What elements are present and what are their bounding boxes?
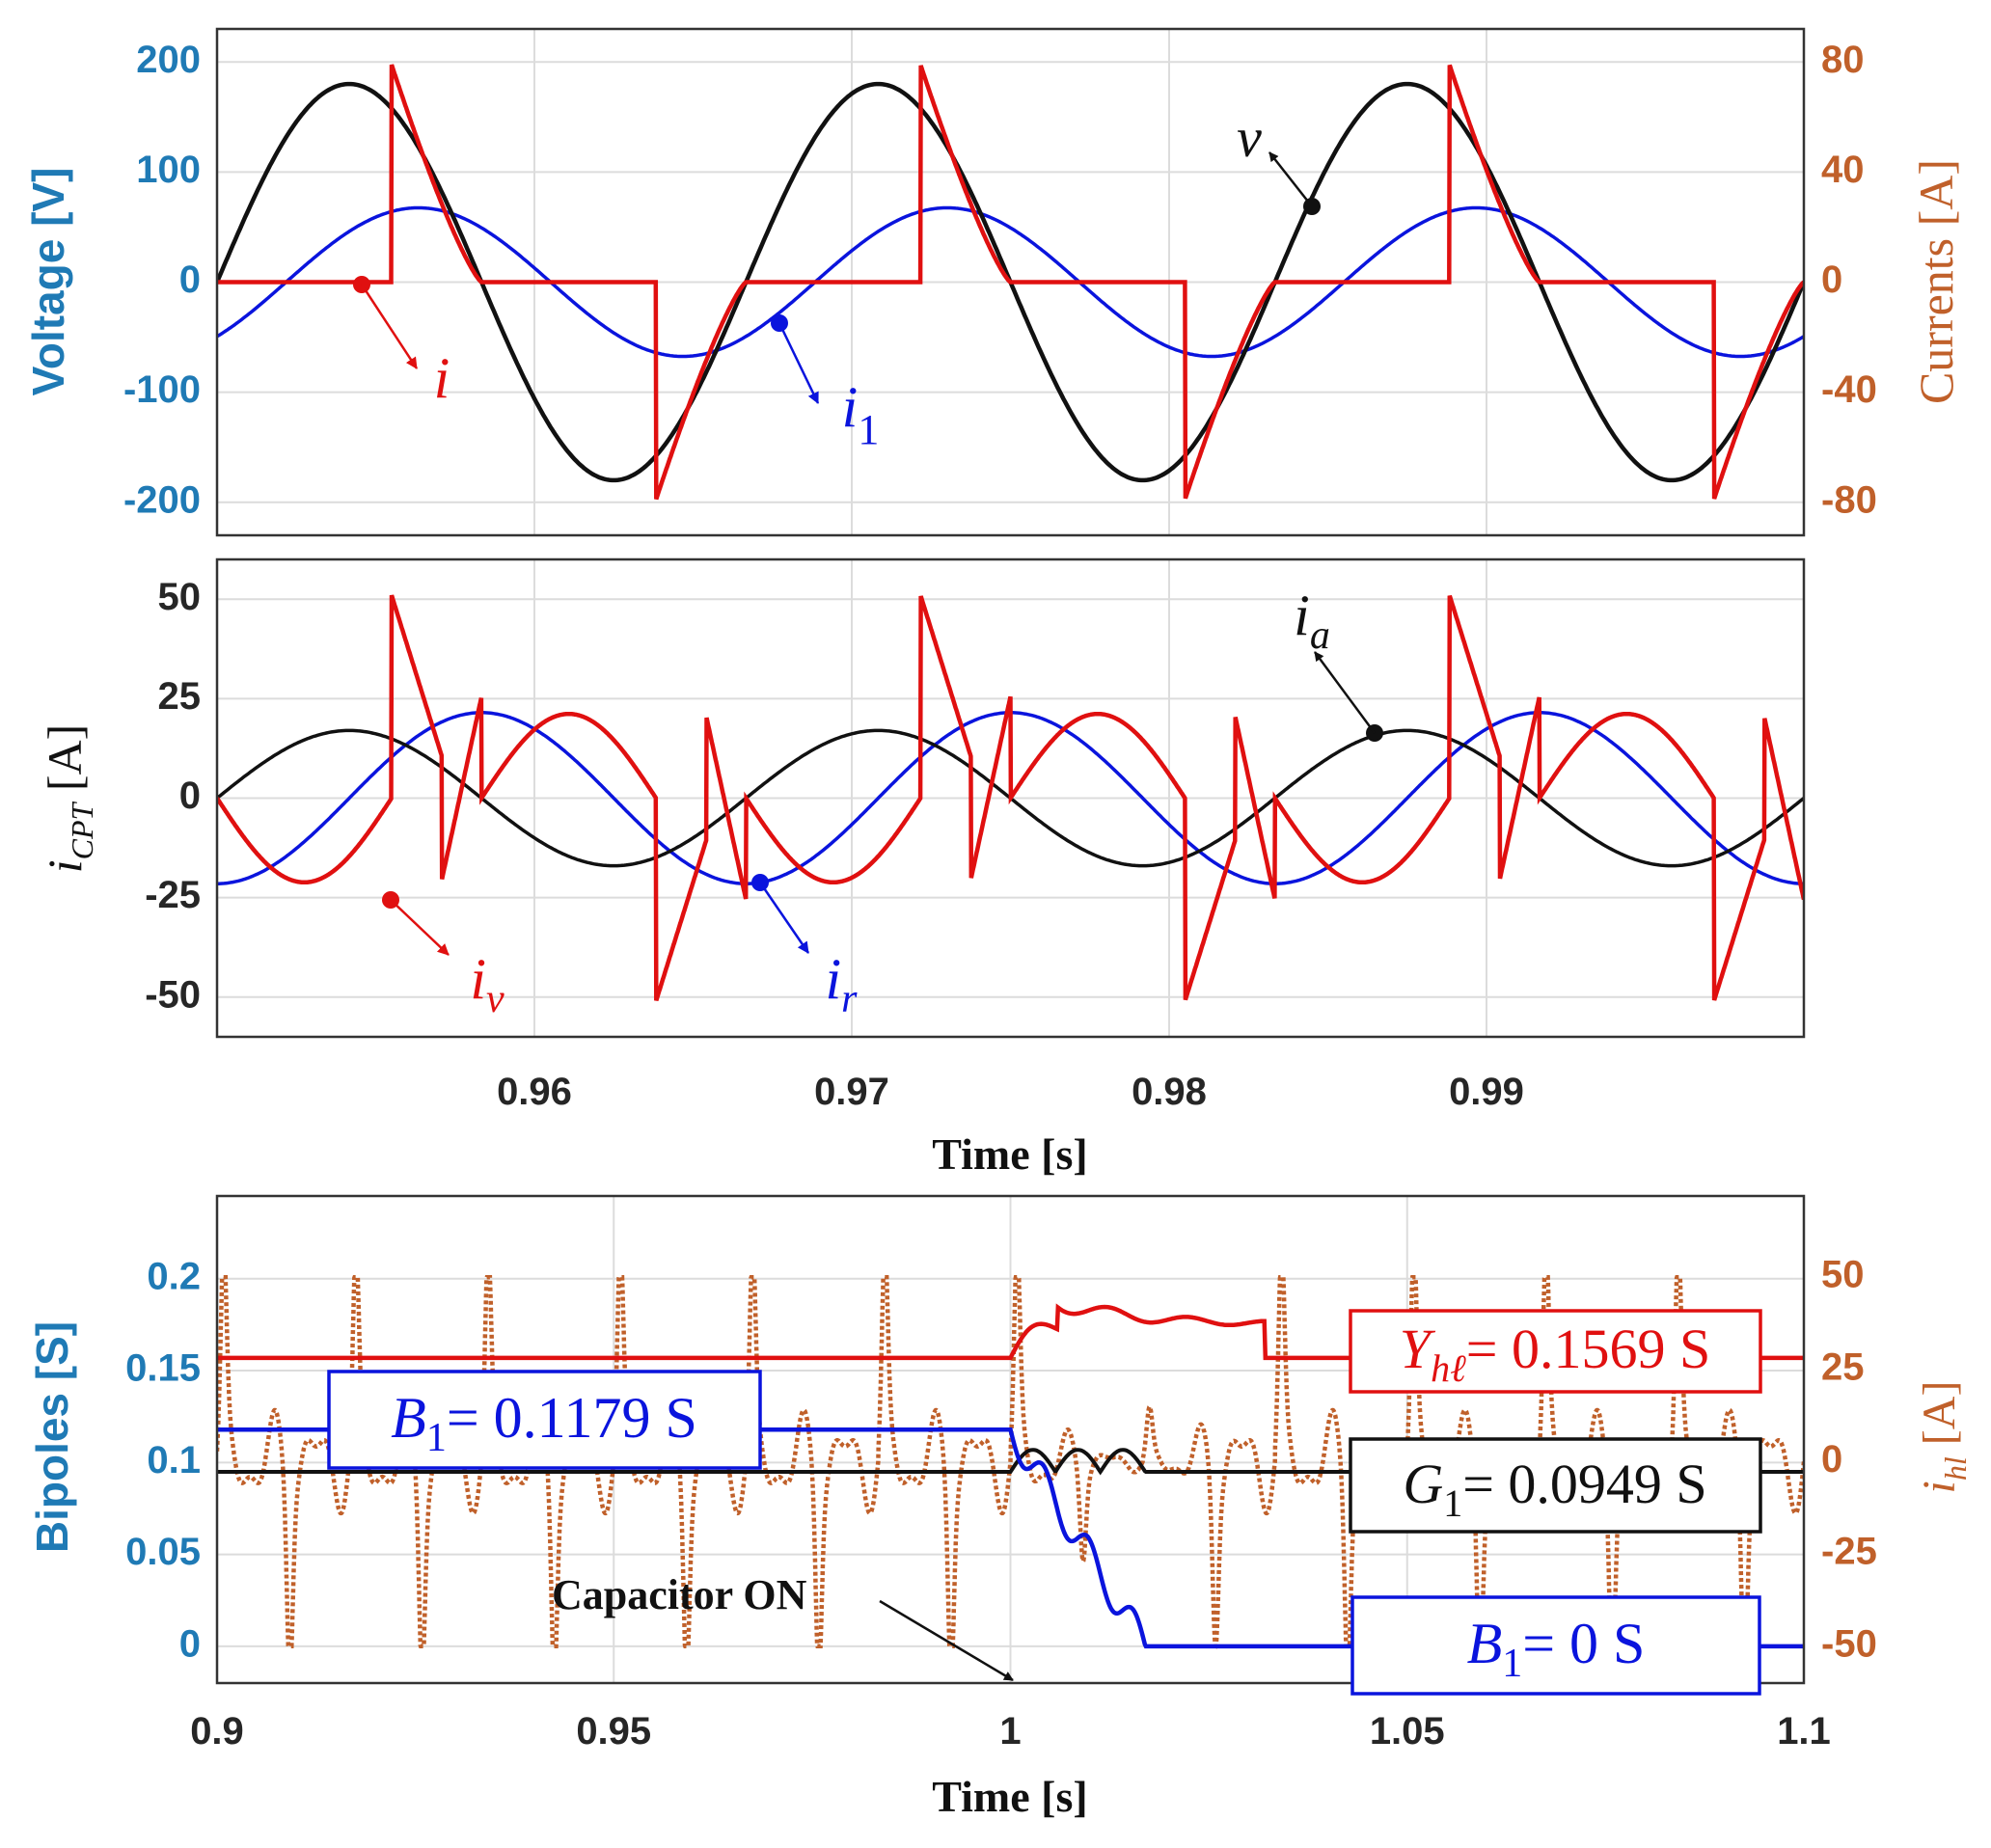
v-label: v [1237, 106, 1262, 169]
xtick-3: 1.05 [1370, 1710, 1445, 1753]
xtick-0: 0.9 [190, 1710, 244, 1753]
ytick-right-2: 0 [1821, 258, 1842, 301]
panel-bottom-xlabel: Time [s] [932, 1772, 1087, 1821]
box-b1-after-text: B1= 0 S [1467, 1612, 1646, 1686]
panel-top-left-ticks: 200 100 0 -100 -200 [123, 39, 201, 522]
panel-bottom-left-ticks: 0.2 0.15 0.1 0.05 0 [125, 1255, 201, 1665]
bipoles-axis-label: Bipoles [S] [27, 1321, 77, 1553]
xtick-3: 0.99 [1449, 1071, 1524, 1113]
panel-bottom-right-ticks: 50 25 0 -25 -50 [1821, 1254, 1877, 1666]
ytick-left-1: 100 [136, 149, 201, 191]
box-b1-after: B1= 0 S [1350, 1595, 1761, 1696]
capacitor-on-arrow [879, 1599, 1014, 1682]
ytick-right-3: -25 [1821, 1531, 1877, 1573]
ytick-right-4: -50 [1821, 1622, 1877, 1665]
v-arrow [1268, 151, 1313, 207]
series-iv [217, 594, 1804, 1002]
i-label: i [434, 346, 450, 410]
box-b1-after-frame [1350, 1595, 1761, 1696]
ia-arrow [1313, 651, 1377, 734]
box-b1-before: B1= 0.1179 S [327, 1370, 762, 1470]
panel-top-right-ticks: 80 40 0 -40 -80 [1821, 39, 1877, 522]
box-yhl-frame [1349, 1309, 1762, 1394]
panel-top-frame [215, 27, 1806, 537]
ytick-0: 50 [158, 576, 202, 618]
iv-arrow [390, 899, 450, 956]
ytick-right-3: -40 [1821, 368, 1877, 411]
box-yhl: Yhℓ= 0.1569 S [1349, 1309, 1762, 1394]
xtick-0: 0.96 [497, 1071, 572, 1113]
xtick-1: 0.95 [576, 1710, 651, 1753]
capacitor-on-label: Capacitor ON [552, 1571, 807, 1618]
ytick-2: 0 [179, 775, 201, 817]
ytick-left-2: 0 [179, 258, 201, 301]
ytick-left-4: 0 [179, 1622, 201, 1665]
ytick-1: 25 [158, 675, 202, 718]
ihl-axis-label: ihl [A] [1914, 1381, 1973, 1494]
box-yhl-text: Yhℓ= 0.1569 S [1400, 1318, 1710, 1390]
ytick-left-0: 200 [136, 39, 201, 81]
series-i1 [217, 205, 1804, 359]
ytick-3: -25 [145, 874, 201, 916]
panel-middle-ticks: 50 25 0 -25 -50 [145, 576, 201, 1017]
ytick-right-0: 80 [1821, 39, 1865, 81]
box-b1-before-frame [327, 1370, 762, 1470]
box-g1: G1= 0.0949 S [1349, 1437, 1762, 1534]
ytick-left-3: 0.05 [125, 1531, 201, 1573]
box-g1-frame [1349, 1437, 1762, 1534]
ytick-left-1: 0.15 [125, 1347, 201, 1390]
ytick-4: -50 [145, 973, 201, 1016]
panel-bottom-xticks: 0.9 0.95 1 1.05 1.1 [190, 1710, 1831, 1753]
xtick-4: 1.1 [1777, 1710, 1831, 1753]
ytick-right-4: -80 [1821, 478, 1877, 521]
ytick-left-4: -200 [123, 478, 201, 521]
xtick-2: 0.98 [1132, 1071, 1207, 1113]
panel-bottom-frame [215, 1194, 1806, 1685]
ytick-right-2: 0 [1821, 1438, 1842, 1481]
ytick-left-0: 0.2 [147, 1255, 201, 1297]
icpt-axis-label: iCPT [A] [38, 724, 99, 874]
ytick-left-2: 0.1 [147, 1439, 201, 1481]
panel-middle-xlabel: Time [s] [932, 1129, 1087, 1179]
series-i [217, 64, 1804, 501]
voltage-axis-label: Voltage [V] [23, 168, 73, 396]
panel-middle-xticks: 0.96 0.97 0.98 0.99 [497, 1071, 1524, 1113]
xtick-2: 1 [999, 1710, 1021, 1753]
ytick-right-1: 25 [1821, 1345, 1865, 1388]
box-g1-text: G1= 0.0949 S [1403, 1453, 1706, 1525]
box-b1-before-text: B1= 0.1179 S [391, 1386, 697, 1460]
ir-arrow [758, 882, 810, 954]
i-arrow [360, 284, 419, 369]
panel-middle-frame [215, 557, 1806, 1039]
ytick-left-3: -100 [123, 368, 201, 411]
panel-middle: 50 25 0 -25 -50 0.96 0.97 0.98 0.99 Time… [38, 557, 1806, 1179]
xtick-1: 0.97 [814, 1071, 889, 1113]
currents-axis-label: Currents [A] [1909, 159, 1963, 404]
panel-bottom: 0.2 0.15 0.1 0.05 0 50 25 0 -25 -50 0.9 … [27, 1194, 1973, 1821]
panel-top: 200 100 0 -100 -200 80 40 0 -40 -80 Volt… [23, 27, 1963, 537]
ytick-right-1: 40 [1821, 149, 1865, 191]
ytick-right-0: 50 [1821, 1254, 1865, 1296]
i1-arrow [777, 322, 820, 404]
